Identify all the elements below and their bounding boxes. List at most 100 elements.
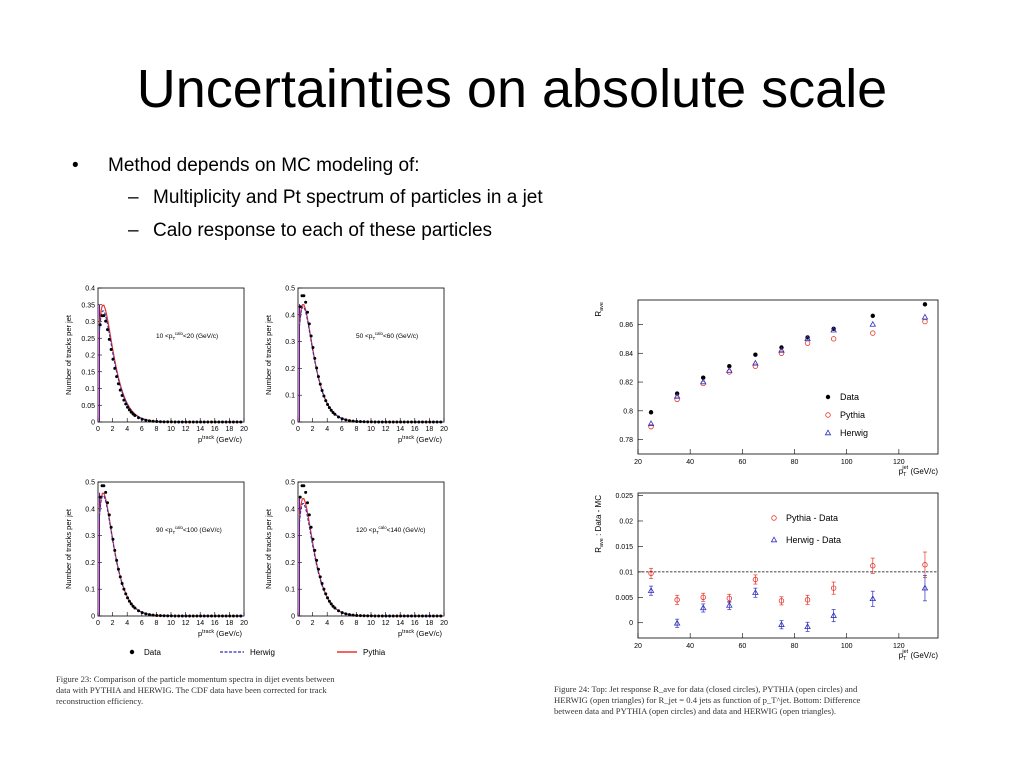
- pythia-curve: [98, 492, 244, 617]
- data-point: [344, 612, 348, 616]
- data-point: [120, 582, 124, 586]
- y-tick-label: 0.02: [619, 518, 633, 525]
- x-tick-label: 14: [196, 426, 204, 433]
- data-point: [166, 420, 170, 424]
- figure-caption: reconstruction efficiency.: [56, 696, 143, 706]
- data-point: [144, 418, 148, 422]
- data-point: [151, 613, 155, 617]
- figure-caption: Figure 24: Top: Jet response R_ave for d…: [554, 684, 858, 694]
- data-point: [140, 611, 144, 615]
- data-point: [431, 420, 435, 424]
- data-point: [399, 420, 403, 424]
- pythia-point: [870, 330, 876, 336]
- x-tick-label: 12: [382, 426, 390, 433]
- y-axis-label: Number of tracks per jet: [264, 508, 273, 589]
- data-point: [206, 420, 210, 424]
- data-point: [158, 614, 162, 618]
- x-tick-label: 8: [154, 426, 158, 433]
- data-point: [105, 328, 109, 332]
- data-point: [213, 614, 217, 618]
- data-point: [304, 490, 308, 494]
- y-tick-label: 0.86: [619, 322, 633, 329]
- pythia-point: [778, 598, 785, 604]
- data-point: [439, 420, 443, 424]
- data-point: [922, 302, 928, 307]
- data-point: [210, 420, 214, 424]
- data-point: [122, 398, 126, 402]
- spectrum-panel: 0 0.05 0.1 0.15 0.2 0.25 0.3 0.35 0.4 0 2 4 6 8 10 12 14…: [64, 286, 248, 445]
- data-point: [224, 420, 228, 424]
- data-point: [373, 420, 377, 424]
- data-point: [302, 294, 306, 298]
- x-axis-label: ptrack (GeV/c): [198, 629, 243, 638]
- x-tick-label: 16: [411, 426, 419, 433]
- legend-herwig-label: Herwig: [250, 648, 275, 657]
- sub-bullet-marker: –: [128, 187, 139, 208]
- data-point: [311, 346, 315, 350]
- data-point: [648, 410, 654, 415]
- pythia-point: [771, 515, 777, 521]
- panel-label: 120 <pTcalo<140 (GeV/c): [356, 525, 425, 535]
- data-point: [195, 420, 199, 424]
- data-point: [231, 420, 235, 424]
- herwig-point: [804, 623, 811, 630]
- data-point: [113, 366, 117, 370]
- data-point: [380, 614, 384, 618]
- data-point: [322, 587, 326, 591]
- data-point: [104, 490, 108, 494]
- data-point: [318, 575, 322, 579]
- data-point: [337, 609, 341, 613]
- y-tick-label: 0.2: [85, 560, 95, 567]
- data-point: [410, 420, 414, 424]
- figure-caption: between data and PYTHIA (open circles) a…: [554, 706, 836, 716]
- y-tick-label: 0.5: [285, 286, 295, 293]
- data-point: [395, 614, 399, 618]
- plot-frame: [97, 287, 245, 423]
- y-tick-label: 0.4: [285, 312, 295, 319]
- data-point: [435, 420, 439, 424]
- data-point: [129, 410, 133, 414]
- data-point: [333, 412, 337, 416]
- herwig-point: [869, 595, 877, 602]
- herwig-point: [752, 589, 759, 595]
- data-point: [324, 592, 328, 596]
- y-tick-label: 0.3: [85, 319, 95, 326]
- data-point: [388, 614, 392, 618]
- x-tick-label: 20: [440, 426, 448, 433]
- data-point: [129, 602, 133, 606]
- data-point: [329, 602, 333, 606]
- x-tick-label: 4: [325, 426, 329, 433]
- data-point: [701, 375, 706, 380]
- data-point: [147, 419, 151, 423]
- x-tick-label: 14: [396, 426, 404, 433]
- data-point: [217, 420, 221, 424]
- data-point: [177, 614, 181, 618]
- data-point: [309, 525, 313, 529]
- x-tick-label: 2: [311, 620, 315, 627]
- x-tick-label: 12: [182, 426, 190, 433]
- data-point: [213, 420, 217, 424]
- data-point: [147, 613, 151, 617]
- y-tick-label: 0.84: [619, 351, 633, 358]
- herwig-point: [647, 587, 655, 593]
- pythia-point: [726, 595, 733, 602]
- pythia-point: [804, 597, 811, 603]
- data-point: [131, 604, 135, 608]
- data-point: [391, 614, 395, 618]
- data-point: [107, 513, 111, 517]
- x-axis-label: pTjet (GeV/c): [899, 649, 939, 662]
- herwig-curve: [298, 503, 444, 617]
- x-tick-label: 2: [111, 426, 115, 433]
- data-point: [115, 375, 119, 379]
- y-tick-label: 0.82: [619, 380, 633, 387]
- data-point: [320, 389, 324, 393]
- x-tick-label: 8: [154, 620, 158, 627]
- y-tick-label: 0.1: [85, 386, 95, 393]
- herwig-point: [824, 429, 832, 436]
- x-tick-label: 18: [426, 620, 434, 627]
- data-point: [302, 484, 306, 488]
- x-tick-label: 2: [111, 620, 115, 627]
- herwig-point: [869, 320, 877, 327]
- pythia-point: [778, 350, 785, 356]
